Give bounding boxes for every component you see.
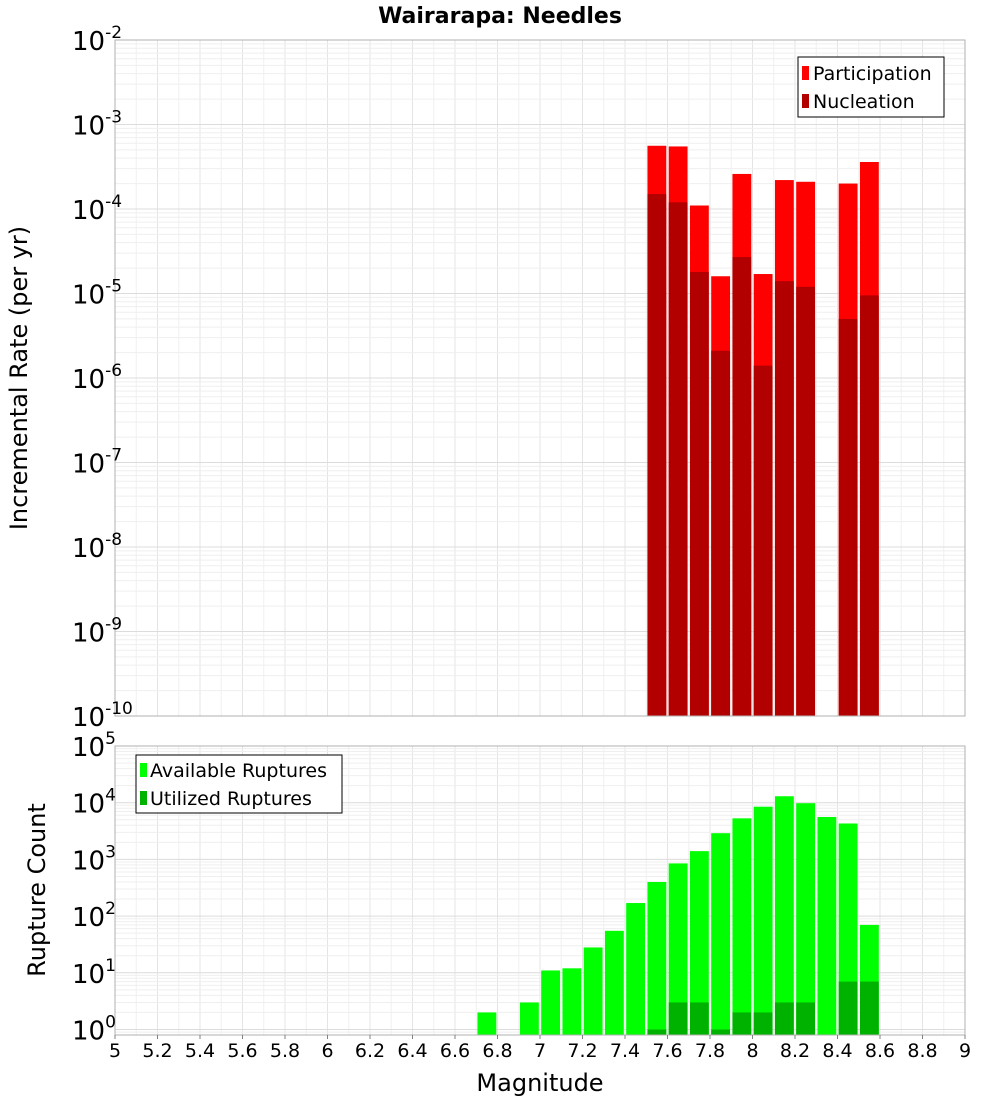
- count-bars: [477, 796, 879, 1035]
- count-bar-available-ruptures: [817, 816, 837, 1035]
- y-tick-label: 10-10: [72, 699, 133, 733]
- y-tick-label: 10-2: [72, 23, 122, 57]
- rate-bar-nucleation: [838, 318, 858, 716]
- count-bar-utilized-ruptures: [838, 981, 858, 1035]
- rate-y-axis-title: Incremental Rate (per yr): [5, 226, 33, 530]
- count-bar-available-ruptures: [753, 806, 773, 1035]
- count-bar-available-ruptures: [626, 903, 646, 1035]
- rate-legend-box: [797, 56, 945, 118]
- x-tick-label: 5.6: [227, 1040, 257, 1062]
- rate-bar-nucleation: [859, 295, 879, 716]
- y-tick-label: 103: [72, 842, 116, 876]
- y-tick-label: 10-7: [72, 446, 122, 480]
- legend-label-nucleation: Nucleation: [813, 91, 915, 113]
- x-tick-label: 8.4: [822, 1040, 852, 1062]
- chart-title: Wairarapa: Needles: [378, 4, 622, 29]
- x-tick-label: 5.8: [270, 1040, 300, 1062]
- x-tick-label: 8: [746, 1040, 758, 1062]
- y-tick-label: 10-9: [72, 615, 122, 649]
- count-bar-available-ruptures: [689, 851, 709, 1035]
- x-tick-label: 5: [109, 1040, 121, 1062]
- rate-bar-nucleation: [711, 350, 731, 716]
- count-y-axis-title: Rupture Count: [23, 803, 51, 977]
- x-tick-label: 7.6: [652, 1040, 682, 1062]
- rate-bar-nucleation: [689, 271, 709, 716]
- x-tick-label: 6.2: [355, 1040, 385, 1062]
- count-bar-utilized-ruptures: [753, 1012, 773, 1035]
- rate-legend: Participation Nucleation: [797, 56, 945, 118]
- rate-bar-nucleation: [753, 365, 773, 716]
- count-y-ticks: 100 101 102 103 104 105: [72, 729, 116, 1047]
- y-tick-label: 10-6: [72, 361, 122, 395]
- rate-bar-nucleation: [647, 194, 667, 716]
- x-tick-label: 7.2: [567, 1040, 597, 1062]
- x-tick-label: 8.2: [780, 1040, 810, 1062]
- x-tick-label: 6: [321, 1040, 333, 1062]
- x-tick-label: 7.8: [695, 1040, 725, 1062]
- x-tick-label: 8.6: [865, 1040, 895, 1062]
- y-tick-label: 10-5: [72, 277, 122, 311]
- rate-bars: [647, 145, 879, 717]
- x-tick-label: 7.4: [610, 1040, 640, 1062]
- x-tick-label: 9: [959, 1040, 971, 1062]
- y-tick-label: 10-8: [72, 530, 122, 564]
- y-tick-label: 104: [72, 786, 116, 820]
- legend-swatch-utilized: [140, 791, 147, 805]
- count-legend: Available Ruptures Utilized Ruptures: [135, 754, 343, 814]
- rate-bar-nucleation: [732, 257, 752, 716]
- legend-label-utilized: Utilized Ruptures: [150, 788, 312, 810]
- count-bar-available-ruptures: [583, 947, 603, 1035]
- count-bar-available-ruptures: [604, 930, 624, 1035]
- rate-bar-nucleation: [668, 202, 688, 716]
- count-bar-available-ruptures: [796, 803, 816, 1035]
- y-tick-label: 101: [72, 956, 116, 990]
- count-bar-available-ruptures: [711, 833, 731, 1035]
- count-bar-utilized-ruptures: [796, 1002, 816, 1035]
- legend-label-available: Available Ruptures: [150, 760, 327, 782]
- count-bar-utilized-ruptures: [647, 1029, 667, 1035]
- legend-swatch-participation: [802, 66, 809, 80]
- count-bar-utilized-ruptures: [689, 1002, 709, 1035]
- y-tick-label: 10-3: [72, 108, 122, 142]
- rate-plot-border: [114, 39, 966, 717]
- y-tick-label: 100: [72, 1013, 116, 1047]
- x-tick-label: 6.4: [397, 1040, 427, 1062]
- rate-y-ticks: 10-10 10-9 10-8 10-7 10-6 10-5 10-4 10-3 10-2: [72, 23, 133, 733]
- count-bar-utilized-ruptures: [711, 1029, 731, 1035]
- rate-bar-nucleation: [774, 281, 794, 716]
- count-bar-available-ruptures: [562, 968, 582, 1035]
- count-bar-available-ruptures: [668, 863, 688, 1035]
- rate-panel: 10-10 10-9 10-8 10-7 10-6 10-5 10-4 10-3 10-2 In…: [5, 23, 966, 733]
- count-panel: 100 101 102 103 104 105 5 5.2 5.4 5.6 5.8 6 6.2 6.4 6…: [23, 729, 971, 1097]
- x-tick-label: 7: [534, 1040, 546, 1062]
- legend-swatch-nucleation: [802, 94, 809, 108]
- x-tick-label: 5.2: [142, 1040, 172, 1062]
- count-bar-available-ruptures: [732, 818, 752, 1035]
- x-tick-label: 6.6: [440, 1040, 470, 1062]
- y-tick-label: 105: [72, 729, 116, 763]
- x-tick-label: 8.8: [907, 1040, 937, 1062]
- count-bar-utilized-ruptures: [859, 981, 879, 1035]
- x-tick-label: 6.8: [482, 1040, 512, 1062]
- magnitude-x-ticks: 5 5.2 5.4 5.6 5.8 6 6.2 6.4 6.6 6.8 7 7.2 7.4 7.6 7.8 8…: [109, 1035, 971, 1062]
- x-tick-label: 5.4: [185, 1040, 215, 1062]
- rate-bar-nucleation: [796, 286, 816, 716]
- count-bar-available-ruptures: [647, 881, 667, 1035]
- count-legend-box: [135, 754, 343, 814]
- magnitude-x-axis-title: Magnitude: [476, 1069, 603, 1097]
- y-tick-label: 10-4: [72, 192, 122, 226]
- count-bar-available-ruptures: [541, 970, 561, 1035]
- count-bar-available-ruptures: [519, 1002, 539, 1035]
- count-bar-utilized-ruptures: [774, 1002, 794, 1035]
- count-bar-available-ruptures: [477, 1012, 497, 1035]
- count-bar-available-ruptures: [774, 796, 794, 1035]
- count-bar-utilized-ruptures: [732, 1012, 752, 1035]
- rate-grid: [114, 40, 966, 717]
- legend-swatch-available: [140, 763, 147, 777]
- y-tick-label: 102: [72, 899, 116, 933]
- count-bar-utilized-ruptures: [668, 1002, 688, 1035]
- legend-label-participation: Participation: [813, 63, 932, 85]
